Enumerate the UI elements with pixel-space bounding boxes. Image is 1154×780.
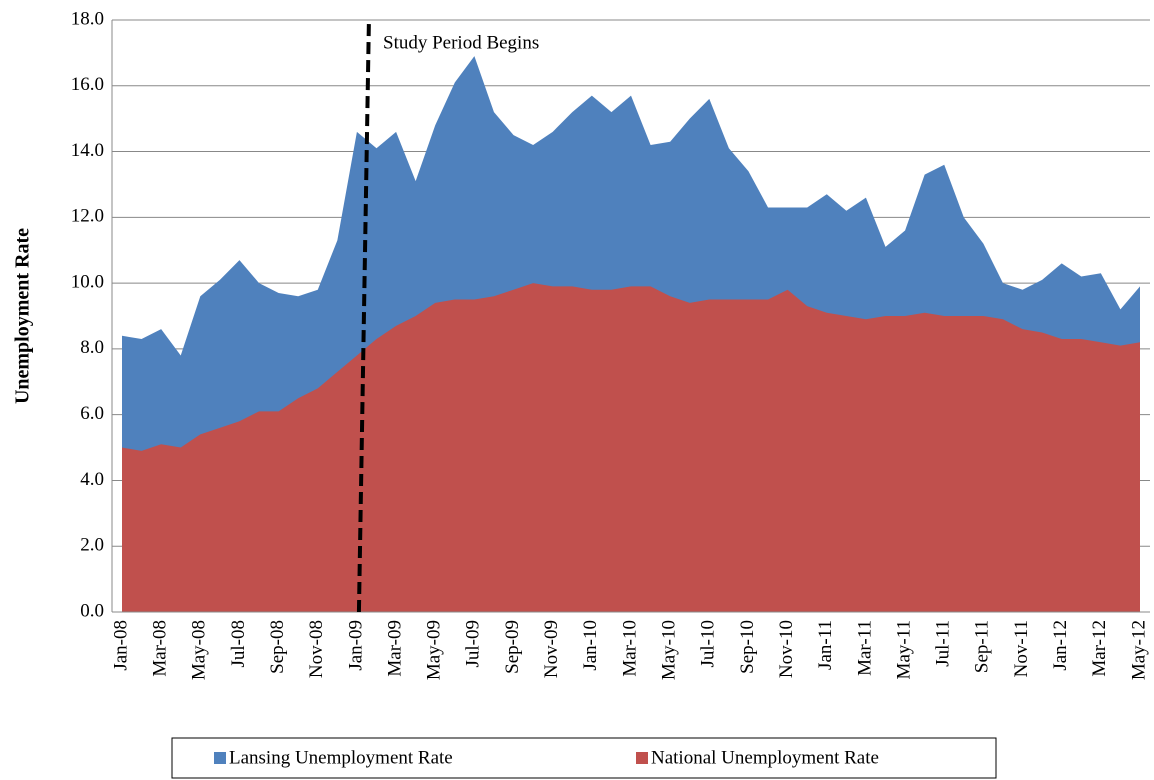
y-tick-label: 4.0 [80,469,104,490]
y-tick-label: 12.0 [71,206,104,227]
x-tick-label: Mar-09 [384,620,405,677]
x-tick-label: Sep-09 [502,620,523,674]
x-tick-label: Jan-10 [580,620,601,671]
x-tick-label: Jan-11 [815,620,836,670]
legend-label: Lansing Unemployment Rate [229,747,453,768]
x-tick-label: Nov-10 [776,620,797,678]
x-tick-label: Jan-09 [345,620,366,671]
area [122,283,1140,612]
y-tick-label: 2.0 [80,535,104,556]
y-tick-label: 0.0 [80,600,104,621]
x-tick-label: May-11 [893,620,914,679]
annotation: Study Period Begins [383,32,539,53]
x-tick-label: May-08 [189,620,210,680]
x-tick-label: Mar-08 [150,620,171,677]
y-tick-label: 6.0 [80,403,104,424]
x-tick-label: Sep-11 [972,620,993,673]
x-tick-label: Nov-11 [1011,620,1032,677]
legend-swatch [214,752,226,764]
x-tick-label: May-09 [424,620,445,680]
x-tick-label: Jul-09 [463,620,484,668]
x-tick-label: Sep-08 [267,620,288,674]
y-tick-label: 10.0 [71,271,104,292]
y-axis-label: Unemployment Rate [12,228,34,404]
x-tick-label: Mar-10 [619,620,640,677]
x-tick-label: Mar-11 [854,620,875,676]
x-tick-label: May-12 [1128,620,1149,680]
legend-box [171,737,997,779]
x-tick-label: Jan-12 [1050,620,1071,671]
y-tick-label: 16.0 [71,74,104,95]
x-tick-label: Mar-12 [1089,620,1110,677]
y-tick-label: 18.0 [71,8,104,29]
x-tick-label: Nov-08 [306,620,327,678]
x-tick-label: Jan-08 [110,620,131,671]
x-tick-label: Jul-11 [933,620,954,667]
y-tick-label: 8.0 [80,337,104,358]
legend-swatch [636,752,648,764]
x-tick-label: Sep-10 [737,620,758,674]
y-tick-label: 14.0 [71,140,104,161]
x-tick-label: Jul-08 [228,620,249,668]
x-tick-label: Jul-10 [698,620,719,668]
x-tick-label: Nov-09 [541,620,562,678]
x-tick-label: May-10 [659,620,680,680]
legend-label: National Unemployment Rate [651,747,879,768]
annotation-line [356,19,371,613]
